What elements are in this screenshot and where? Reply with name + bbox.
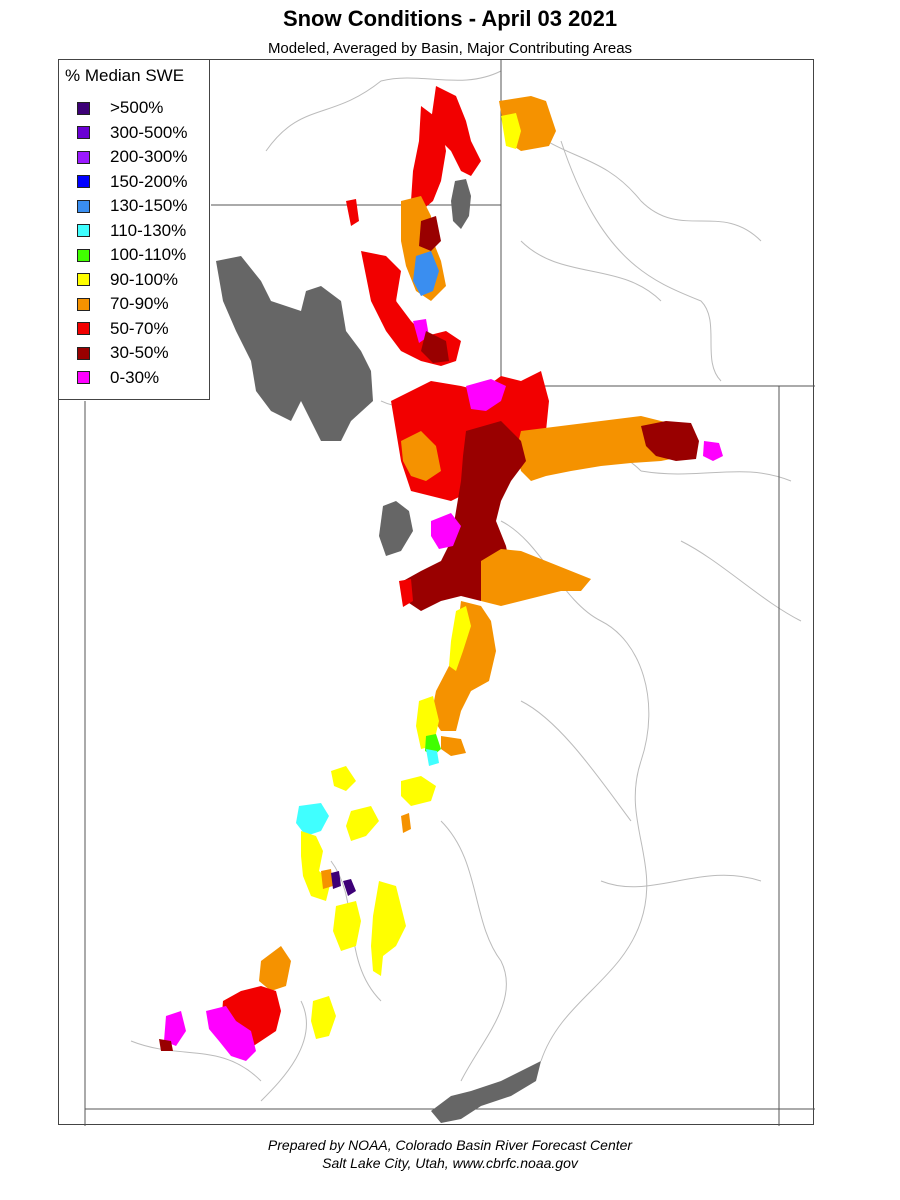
map-subtitle: Modeled, Averaged by Basin, Major Contri… <box>267 40 633 57</box>
legend-label: 200-300% <box>110 147 188 166</box>
legend-label: 110-130% <box>110 220 187 240</box>
snow-basins <box>159 86 723 1061</box>
map-title: Snow Conditions - April 03 2021 <box>282 6 618 31</box>
footer-credit: Prepared by NOAA, Colorado Basin River F… <box>267 1137 633 1153</box>
legend-item: 90-100% <box>77 270 178 290</box>
footer-location: Salt Lake City, Utah, www.cbrfc.noaa.gov <box>322 1155 578 1171</box>
map-canvas <box>84 60 815 1126</box>
legend-item: 130-150% <box>77 196 188 216</box>
legend-item: 30-50% <box>77 343 169 363</box>
legend-swatch <box>77 273 90 286</box>
legend: % Median SWE >500% 300-500% 200-300% 150-20… <box>58 59 210 400</box>
legend-item: 150-200% <box>77 172 188 192</box>
legend-item: 0-30% <box>77 368 159 388</box>
map-frame <box>58 59 815 1126</box>
legend-label: 30-50% <box>110 343 169 362</box>
legend-title: % Median SWE <box>65 66 185 85</box>
legend-swatch <box>77 199 90 213</box>
legend-swatch <box>77 175 90 188</box>
legend-label: 130-150% <box>110 196 188 215</box>
legend-label: 90-100% <box>110 269 179 289</box>
legend-label: 300-500% <box>110 122 188 142</box>
legend-swatch <box>77 150 90 164</box>
legend-swatch <box>77 126 90 139</box>
legend-swatch <box>77 346 90 360</box>
legend-item: 110-130% <box>77 221 186 241</box>
legend-label: 0-30% <box>110 367 160 387</box>
legend-item: 100-110% <box>77 245 186 265</box>
river-network <box>130 70 802 1102</box>
legend-item: 300-500% <box>77 123 188 143</box>
legend-swatch <box>77 101 90 115</box>
legend-swatch <box>77 224 90 237</box>
lakes <box>216 179 541 1123</box>
legend-swatch <box>77 371 90 384</box>
legend-item: 70-90% <box>77 294 169 314</box>
legend-label: 100-110% <box>110 245 187 264</box>
legend-label: >500% <box>110 98 164 117</box>
legend-item: >500% <box>77 98 163 118</box>
legend-swatch <box>77 322 90 335</box>
legend-label: 70-90% <box>110 294 169 313</box>
legend-swatch <box>77 297 90 311</box>
legend-label: 150-200% <box>110 171 188 191</box>
legend-item: 50-70% <box>77 319 169 339</box>
legend-swatch <box>77 248 90 262</box>
legend-item: 200-300% <box>77 147 188 167</box>
legend-label: 50-70% <box>110 318 169 338</box>
